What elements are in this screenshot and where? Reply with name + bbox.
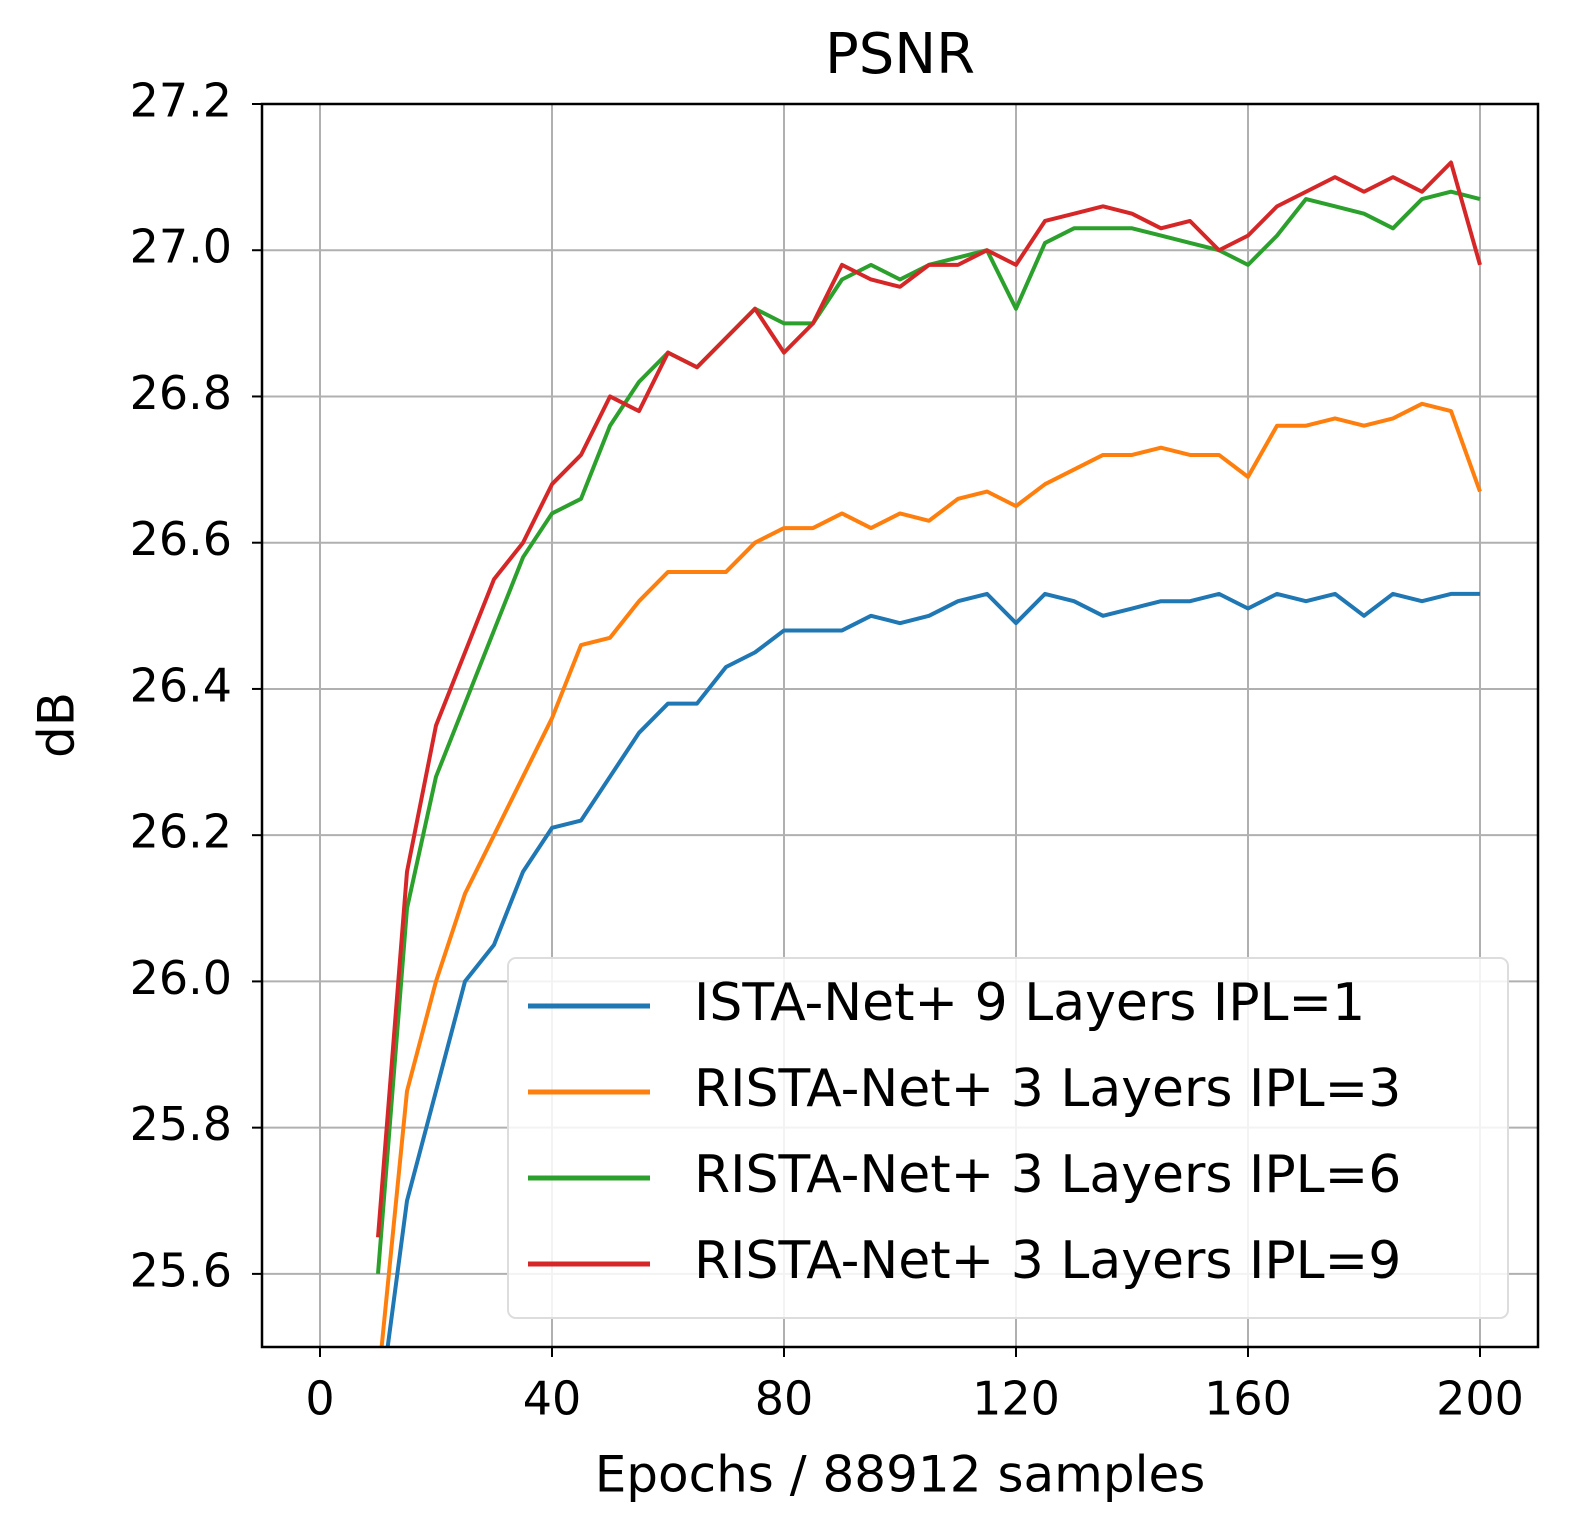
- legend-label: RISTA-Net+ 3 Layers IPL=3: [694, 1059, 1401, 1119]
- series-line: [385, 591, 1480, 1347]
- y-tick-label: 25.8: [130, 1097, 232, 1151]
- x-tick-label: 40: [523, 1372, 582, 1426]
- y-tick-label: 26.2: [130, 805, 232, 859]
- x-axis-label: Epochs / 88912 samples: [595, 1446, 1206, 1504]
- series-line: [376, 160, 1482, 1238]
- legend-label: RISTA-Net+ 3 Layers IPL=6: [694, 1145, 1401, 1205]
- chart-title: PSNR: [825, 22, 975, 87]
- plot-frame: [260, 102, 1540, 1349]
- x-tick-label: 0: [305, 1372, 334, 1426]
- y-tick-label: 26.6: [130, 512, 232, 566]
- x-tick-label: 200: [1436, 1372, 1524, 1426]
- x-tick-label: 80: [755, 1372, 814, 1426]
- series-line: [379, 401, 1482, 1347]
- plot-lines: [376, 160, 1482, 1347]
- y-tick-label: 25.6: [130, 1243, 232, 1297]
- y-tick-label: 26.0: [130, 951, 232, 1005]
- y-tick-label: 26.8: [130, 366, 232, 420]
- x-tick-label: 120: [972, 1372, 1060, 1426]
- x-tick-label: 160: [1204, 1372, 1292, 1426]
- y-tick-label: 27.2: [130, 74, 232, 128]
- legend-label: ISTA-Net+ 9 Layers IPL=1: [694, 973, 1365, 1033]
- legend-box: [507, 957, 1509, 1319]
- legend-label: RISTA-Net+ 3 Layers IPL=9: [694, 1231, 1401, 1291]
- y-tick-label: 26.4: [130, 658, 232, 712]
- y-tick-label: 27.0: [130, 220, 232, 274]
- y-axis-label: dB: [28, 692, 86, 758]
